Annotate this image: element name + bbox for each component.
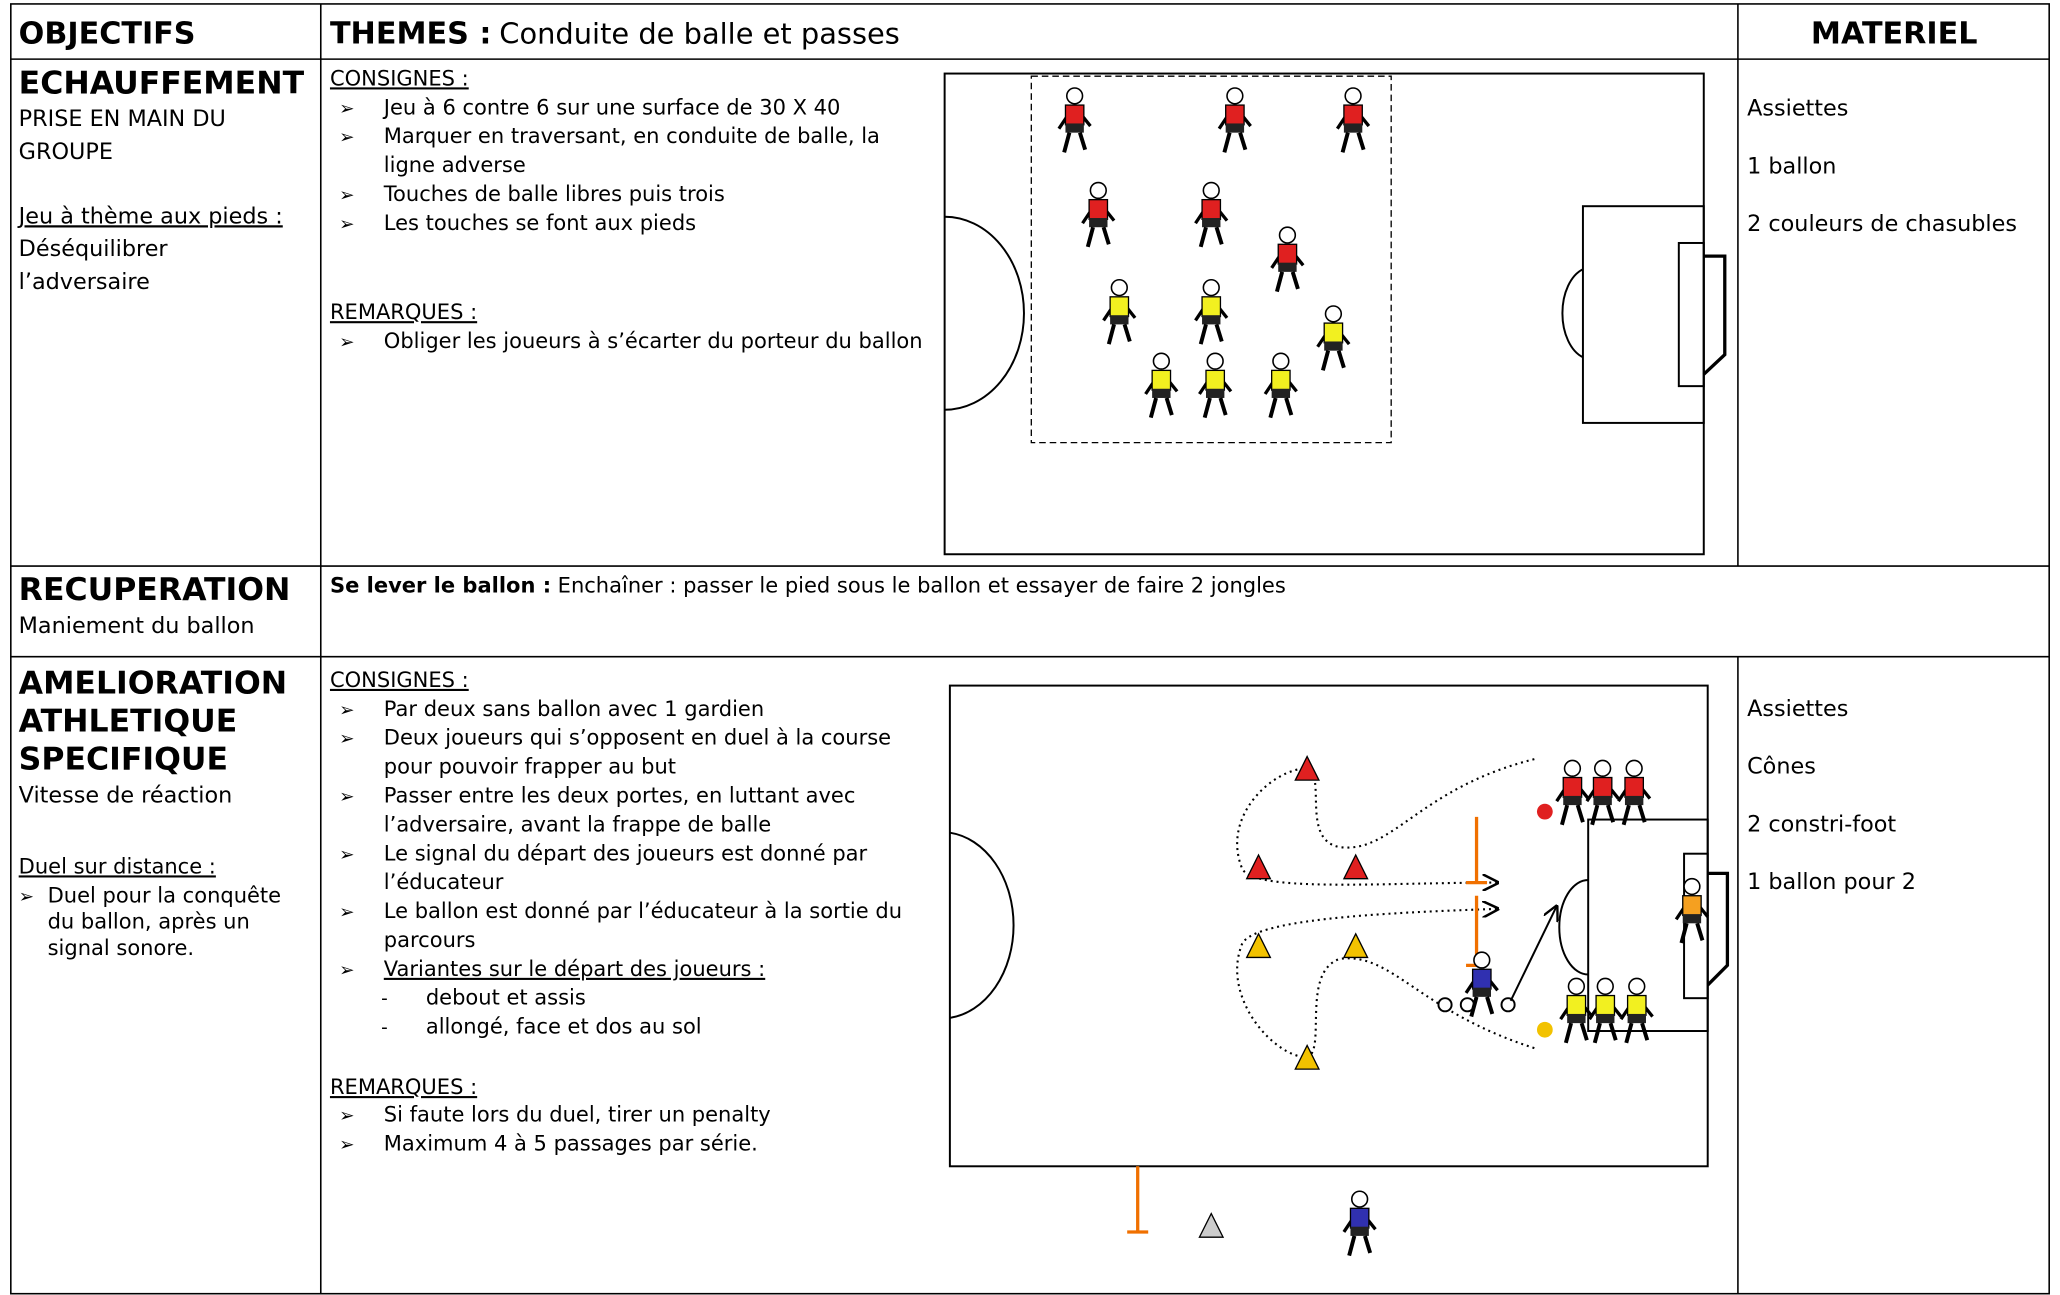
theme-text: signal sonore.: [48, 935, 195, 960]
section-title: ECHAUFFEMENT: [19, 65, 305, 101]
theme-label: Jeu à thème aux pieds :: [17, 203, 283, 229]
remarques-label: REMARQUES :: [330, 299, 477, 324]
text: Enchaîner : passer le pied sous le ballo…: [558, 572, 1286, 597]
header-themes-label: THEMES :: [330, 16, 491, 51]
list-item: Touches de balle libres puis trois: [383, 181, 725, 206]
list-item: Si faute lors du duel, tirer un penalty: [384, 1102, 771, 1127]
header-themes: Conduite de balle et passes: [499, 16, 900, 50]
section-title: ATHLETIQUE: [19, 704, 238, 740]
list-item: parcours: [384, 927, 476, 952]
theme-text: l’adversaire: [19, 269, 150, 295]
material-item: 2 couleurs de chasubles: [1747, 211, 2017, 237]
bullet: ➢: [339, 844, 354, 865]
theme-text: Déséquilibrer: [19, 236, 169, 262]
variant-item: debout et assis: [426, 985, 586, 1010]
list-item: Obliger les joueurs à s’écarter du porte…: [384, 328, 923, 353]
list-item: Par deux sans ballon avec 1 gardien: [384, 696, 764, 721]
section-title: SPECIFIQUE: [19, 742, 228, 778]
theme-text: du ballon, après un: [48, 909, 250, 934]
remarques-label: REMARQUES :: [330, 1074, 477, 1099]
section-title: RECUPERATION: [19, 572, 291, 608]
list-item: Marquer en traversant, en conduite de ba…: [384, 123, 880, 148]
list-item: pour pouvoir frapper au but: [384, 754, 676, 779]
bullet: ➢: [339, 1106, 354, 1127]
list-item: l’adversaire, avant la frappe de balle: [384, 811, 771, 836]
table-grid: [10, 3, 2050, 1295]
bullet: ➢: [339, 214, 354, 235]
section-subtitle: Vitesse de réaction: [19, 782, 233, 808]
bullet: ➢: [339, 332, 354, 353]
variants-label: Variantes sur le départ des joueurs :: [384, 956, 765, 981]
consignes-label: CONSIGNES :: [330, 667, 469, 692]
header-material: MATERIEL: [1811, 16, 1978, 51]
section-subtitle: PRISE EN MAIN DU: [19, 106, 226, 132]
material-item: Assiettes: [1747, 696, 1848, 722]
list-item: l’éducateur: [384, 869, 504, 894]
bullet: -: [381, 989, 388, 1010]
bullet: ➢: [339, 185, 354, 206]
pitch-diagram-1: [943, 72, 1727, 556]
variant-item: allongé, face et dos au sol: [426, 1014, 702, 1039]
bullet: ➢: [339, 902, 354, 923]
section-title: AMELIORATION: [19, 665, 287, 701]
section-subtitle: GROUPE: [19, 139, 113, 165]
material-item: 2 constri-foot: [1747, 811, 1896, 837]
bullet: ➢: [339, 786, 354, 807]
material-item: Cônes: [1747, 754, 1816, 780]
header-objectives: OBJECTIFS: [19, 16, 196, 51]
bullet: ➢: [339, 1135, 354, 1156]
theme-text: Duel pour la conquête: [48, 882, 282, 907]
material-item: 1 ballon pour 2: [1747, 869, 1916, 895]
section-subtitle: Maniement du ballon: [19, 613, 255, 639]
list-item: Deux joueurs qui s’opposent en duel à la…: [384, 725, 891, 750]
bullet: ➢: [19, 886, 34, 907]
consignes-label: CONSIGNES :: [330, 65, 469, 90]
list-item: Jeu à 6 contre 6 sur une surface de 30 X…: [382, 94, 841, 119]
pitch-diagram-2: [948, 684, 1730, 1258]
list-item: ligne adverse: [384, 152, 526, 177]
bullet: ➢: [339, 960, 354, 981]
list-item: Le ballon est donné par l’éducateur à la…: [384, 898, 902, 923]
material-item: 1 ballon: [1747, 153, 1836, 179]
theme-label: Duel sur distance :: [19, 853, 216, 878]
bullet: ➢: [339, 98, 354, 119]
bullet: -: [381, 1018, 388, 1039]
bullet: ➢: [339, 127, 354, 148]
list-item: Les touches se font aux pieds: [384, 210, 696, 235]
text-label: Se lever le ballon :: [330, 572, 551, 597]
list-item: Maximum 4 à 5 passages par série.: [384, 1131, 758, 1156]
bullet: ➢: [339, 700, 354, 721]
material-item: Assiettes: [1747, 96, 1848, 122]
bullet: ➢: [339, 729, 354, 750]
list-item: Le signal du départ des joueurs est donn…: [384, 840, 868, 865]
list-item: Passer entre les deux portes, en luttant…: [384, 782, 856, 807]
